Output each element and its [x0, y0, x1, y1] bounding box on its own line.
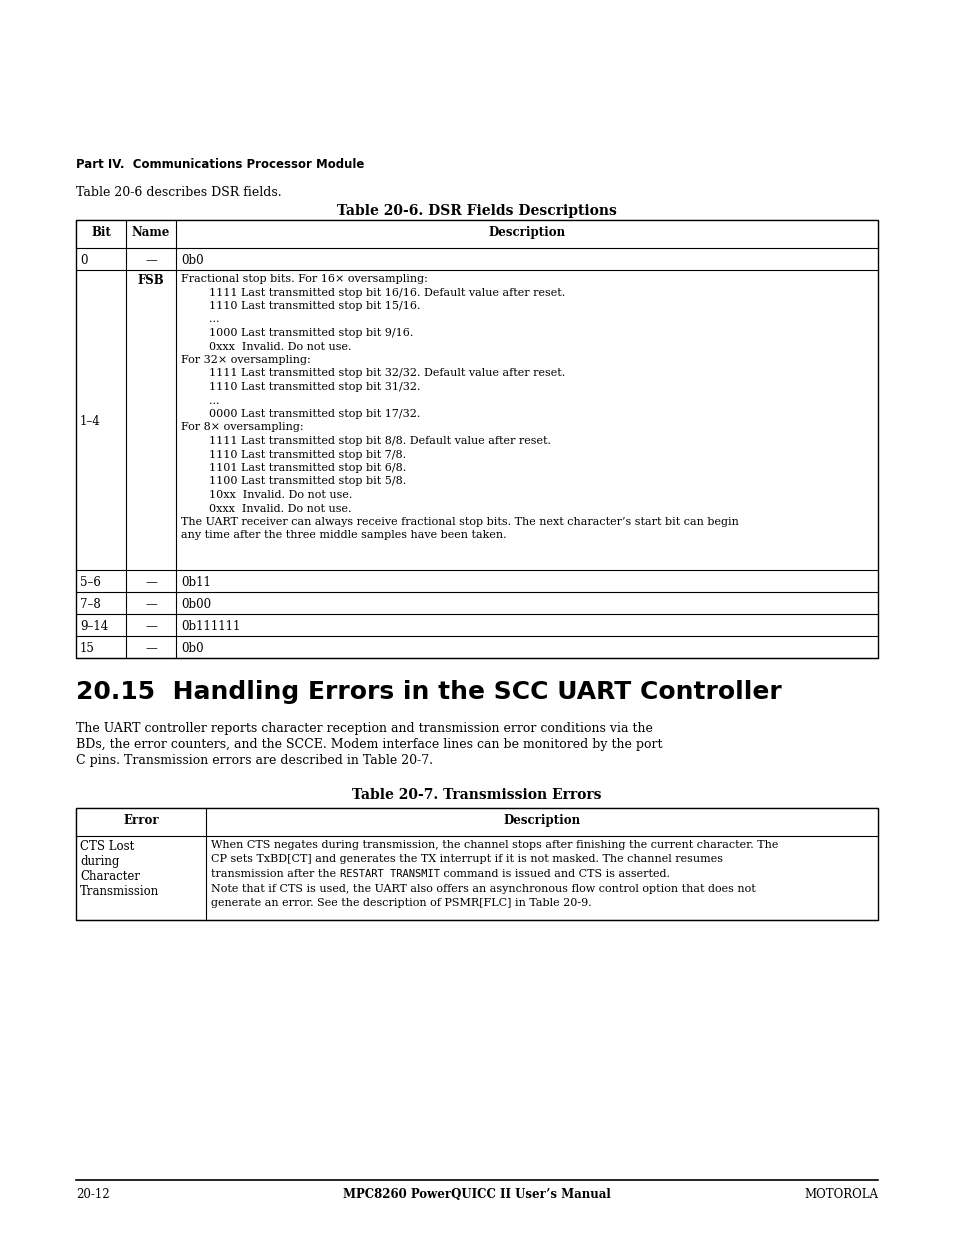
Text: RESTART TRANSMIT: RESTART TRANSMIT	[339, 869, 439, 879]
Text: The UART receiver can always receive fractional stop bits. The next character’s : The UART receiver can always receive fra…	[181, 517, 739, 527]
Text: 1110 Last transmitted stop bit 31/32.: 1110 Last transmitted stop bit 31/32.	[181, 382, 420, 391]
Text: For 32× oversampling:: For 32× oversampling:	[181, 354, 311, 366]
Text: 5–6: 5–6	[80, 576, 101, 589]
Text: generate an error. See the description of PSMR[FLC] in Table 20-9.: generate an error. See the description o…	[211, 898, 591, 908]
Text: during: during	[80, 855, 119, 868]
Bar	[76, 220, 877, 248]
Text: —: —	[145, 576, 156, 589]
Text: command is issued and CTS is asserted.: command is issued and CTS is asserted.	[439, 869, 669, 879]
Text: When CTS negates during transmission, the channel stops after finishing the curr: When CTS negates during transmission, th…	[211, 840, 778, 850]
Text: 0xxx  Invalid. Do not use.: 0xxx Invalid. Do not use.	[181, 504, 351, 514]
Text: —: —	[145, 642, 156, 655]
Text: ...: ...	[181, 315, 219, 325]
Text: 7–8: 7–8	[80, 598, 101, 611]
Text: Transmission: Transmission	[80, 885, 159, 898]
Text: 1111 Last transmitted stop bit 32/32. Default value after reset.: 1111 Last transmitted stop bit 32/32. De…	[181, 368, 565, 378]
Text: Character: Character	[80, 869, 140, 883]
Text: 9–14: 9–14	[80, 620, 108, 634]
Bar	[76, 808, 877, 836]
Text: 10xx  Invalid. Do not use.: 10xx Invalid. Do not use.	[181, 490, 352, 500]
Text: 1000 Last transmitted stop bit 9/16.: 1000 Last transmitted stop bit 9/16.	[181, 329, 413, 338]
Text: ...: ...	[181, 395, 219, 405]
Text: Table 20-6 describes DSR fields.: Table 20-6 describes DSR fields.	[76, 186, 281, 199]
Text: Fractional stop bits. For 16× oversampling:: Fractional stop bits. For 16× oversampli…	[181, 274, 428, 284]
Text: Part IV.  Communications Processor Module: Part IV. Communications Processor Module	[76, 158, 364, 170]
Text: Bit: Bit	[91, 226, 111, 240]
Text: 0b111111: 0b111111	[181, 620, 240, 634]
Text: BDs, the error counters, and the SCCE. Modem interface lines can be monitored by: BDs, the error counters, and the SCCE. M…	[76, 739, 661, 751]
Text: 1110 Last transmitted stop bit 7/8.: 1110 Last transmitted stop bit 7/8.	[181, 450, 406, 459]
Text: 0xxx  Invalid. Do not use.: 0xxx Invalid. Do not use.	[181, 342, 351, 352]
Text: For 8× oversampling:: For 8× oversampling:	[181, 422, 303, 432]
Text: 20.15  Handling Errors in the SCC UART Controller: 20.15 Handling Errors in the SCC UART Co…	[76, 680, 781, 704]
Bar	[76, 808, 877, 920]
Text: Description: Description	[488, 226, 565, 240]
Bar	[76, 220, 877, 658]
Text: Note that if CTS is used, the UART also offers an asynchronous flow control opti: Note that if CTS is used, the UART also …	[211, 883, 755, 893]
Text: 0b00: 0b00	[181, 598, 211, 611]
Text: C pins. Transmission errors are described in Table 20-7.: C pins. Transmission errors are describe…	[76, 755, 433, 767]
Text: 0b0: 0b0	[181, 254, 203, 267]
Text: —: —	[145, 620, 156, 634]
Text: 1–4: 1–4	[80, 415, 101, 429]
Text: Description: Description	[503, 814, 580, 827]
Text: 0b11: 0b11	[181, 576, 211, 589]
Text: 15: 15	[80, 642, 94, 655]
Text: 0: 0	[80, 254, 88, 267]
Text: 0b0: 0b0	[181, 642, 203, 655]
Text: CTS Lost: CTS Lost	[80, 840, 134, 853]
Text: Name: Name	[132, 226, 170, 240]
Text: The UART controller reports character reception and transmission error condition: The UART controller reports character re…	[76, 722, 652, 735]
Text: FSB: FSB	[137, 274, 164, 287]
Text: 1111 Last transmitted stop bit 8/8. Default value after reset.: 1111 Last transmitted stop bit 8/8. Defa…	[181, 436, 551, 446]
Text: 1100 Last transmitted stop bit 5/8.: 1100 Last transmitted stop bit 5/8.	[181, 477, 406, 487]
Text: 0000 Last transmitted stop bit 17/32.: 0000 Last transmitted stop bit 17/32.	[181, 409, 420, 419]
Text: Table 20-6. DSR Fields Descriptions: Table 20-6. DSR Fields Descriptions	[336, 204, 617, 219]
Text: Error: Error	[123, 814, 158, 827]
Text: 1110 Last transmitted stop bit 15/16.: 1110 Last transmitted stop bit 15/16.	[181, 301, 420, 311]
Text: MPC8260 PowerQUICC II User’s Manual: MPC8260 PowerQUICC II User’s Manual	[343, 1188, 610, 1200]
Text: MOTOROLA: MOTOROLA	[803, 1188, 877, 1200]
Text: 20-12: 20-12	[76, 1188, 110, 1200]
Text: —: —	[145, 598, 156, 611]
Text: any time after the three middle samples have been taken.: any time after the three middle samples …	[181, 531, 506, 541]
Text: 1111 Last transmitted stop bit 16/16. Default value after reset.: 1111 Last transmitted stop bit 16/16. De…	[181, 288, 565, 298]
Text: transmission after the: transmission after the	[211, 869, 339, 879]
Text: —: —	[145, 254, 156, 267]
Text: 1101 Last transmitted stop bit 6/8.: 1101 Last transmitted stop bit 6/8.	[181, 463, 406, 473]
Text: Table 20-7. Transmission Errors: Table 20-7. Transmission Errors	[352, 788, 601, 802]
Text: CP sets TxBD[CT] and generates the TX interrupt if it is not masked. The channel: CP sets TxBD[CT] and generates the TX in…	[211, 855, 722, 864]
